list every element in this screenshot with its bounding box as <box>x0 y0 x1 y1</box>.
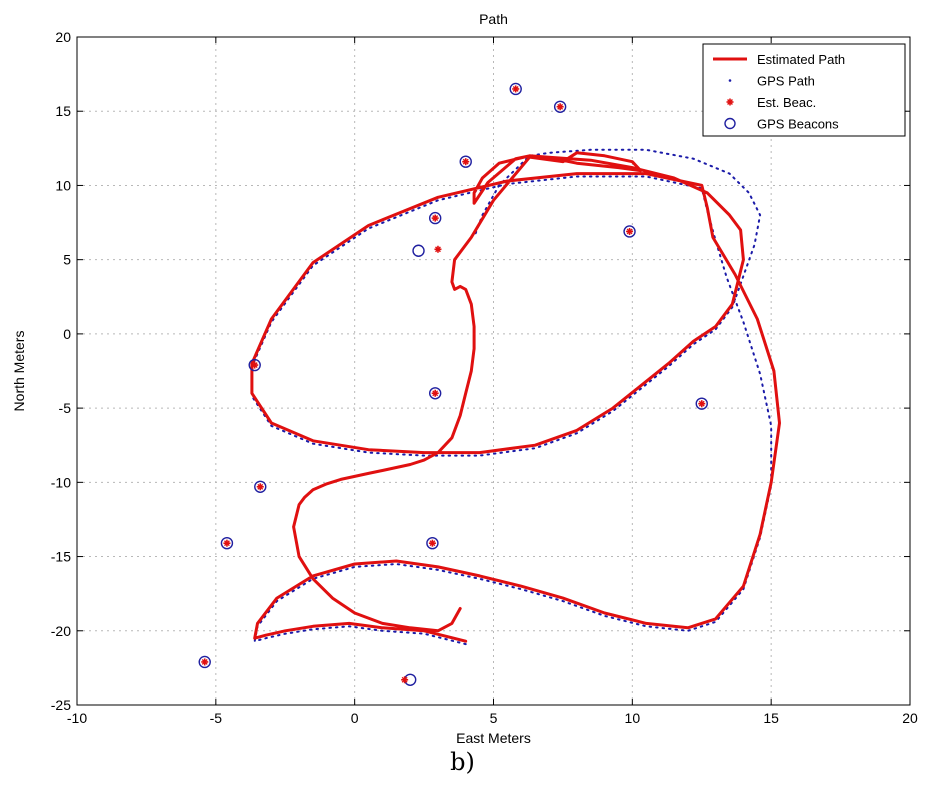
x-tick-label: 5 <box>490 710 498 726</box>
star-stroke <box>698 400 705 407</box>
est-beacon-marker <box>462 158 470 166</box>
legend-label: Estimated Path <box>757 52 845 67</box>
gps-beacon-marker <box>412 244 425 257</box>
y-tick-label: -5 <box>59 400 72 416</box>
est-beacon-marker <box>256 483 264 491</box>
y-tick-label: 20 <box>55 29 71 45</box>
gps-beacon-marker <box>220 536 234 550</box>
y-tick-label: -15 <box>51 549 71 565</box>
est-beacon-marker <box>626 227 634 235</box>
star-stroke <box>201 659 208 665</box>
star-stroke <box>435 246 441 253</box>
legend-swatch-gps-path <box>728 79 732 82</box>
gps-beacon-marker <box>428 387 442 400</box>
gps-path-line <box>250 148 773 646</box>
gps-beacon-marker <box>509 82 522 96</box>
y-tick-label: 0 <box>63 326 71 342</box>
star-stroke <box>727 99 733 105</box>
star-stroke <box>557 103 564 110</box>
gps-beacon-marker <box>198 655 211 669</box>
figure-caption: b) <box>450 748 475 776</box>
star-stroke <box>512 86 519 92</box>
star-stroke <box>462 158 469 165</box>
est-beacon-marker <box>223 539 231 547</box>
gps-beacon-marker <box>623 225 636 238</box>
gps-beacon-marker <box>553 100 567 113</box>
legend-swatch-gps-beacon <box>724 117 736 130</box>
est-beacon-marker <box>201 658 209 666</box>
y-tick-label: 15 <box>55 103 71 119</box>
est-beacon-marker <box>434 245 442 253</box>
star-stroke <box>251 362 258 369</box>
gps-beacon-marker <box>459 155 472 168</box>
x-tick-label: -5 <box>210 710 223 726</box>
gps-beacon-marker <box>248 358 261 372</box>
y-tick-label: -10 <box>51 474 71 490</box>
est-beacon-marker <box>698 400 706 408</box>
gps-beacon-marker <box>428 211 442 225</box>
gps-beacon-marker <box>254 480 267 493</box>
y-tick-label: 5 <box>63 252 71 268</box>
plot-data <box>198 82 781 686</box>
star-stroke <box>429 540 436 547</box>
gps-beacon-marker <box>695 397 708 410</box>
est-beacon-marker <box>512 85 520 93</box>
est-beacon-marker <box>251 361 259 369</box>
legend-label: GPS Path <box>757 74 815 89</box>
x-tick-label: 20 <box>902 710 918 726</box>
legend-label: GPS Beacons <box>757 117 839 132</box>
x-tick-label: -10 <box>67 710 87 726</box>
y-tick-label: -25 <box>51 697 71 713</box>
y-tick-label: 10 <box>55 177 71 193</box>
chart-title: Path <box>479 11 508 27</box>
x-tick-label: 10 <box>625 710 641 726</box>
star-stroke <box>257 483 264 490</box>
star-stroke <box>223 540 230 547</box>
y-tick-label: -20 <box>51 623 71 639</box>
estimated-path-line <box>250 151 781 643</box>
star-stroke <box>432 390 439 397</box>
x-axis-label: East Meters <box>456 730 531 746</box>
star-stroke <box>401 676 408 683</box>
legend-swatch-est-beacon <box>726 98 734 106</box>
x-tick-label: 0 <box>351 710 359 726</box>
legend-label: Est. Beac. <box>757 95 816 110</box>
axis-ticks: -10 -5 0 5 10 15 20 -25 -20 -15 -10 -5 0 5 10 15 20 <box>51 29 918 726</box>
est-beacon-marker <box>428 539 436 547</box>
est-beacon-marker <box>556 103 564 111</box>
est-beacon-marker <box>401 676 409 684</box>
star-stroke <box>626 228 633 235</box>
grid <box>77 37 910 705</box>
legend: Estimated Path GPS Path Est. Beac. GPS Beac… <box>702 43 906 137</box>
gps-beacon-marker <box>426 536 439 550</box>
est-beacon-marker <box>431 214 439 222</box>
x-tick-label: 15 <box>763 710 779 726</box>
est-beacon-marker <box>431 389 439 397</box>
star-stroke <box>432 215 439 222</box>
y-axis-label: North Meters <box>11 331 27 412</box>
